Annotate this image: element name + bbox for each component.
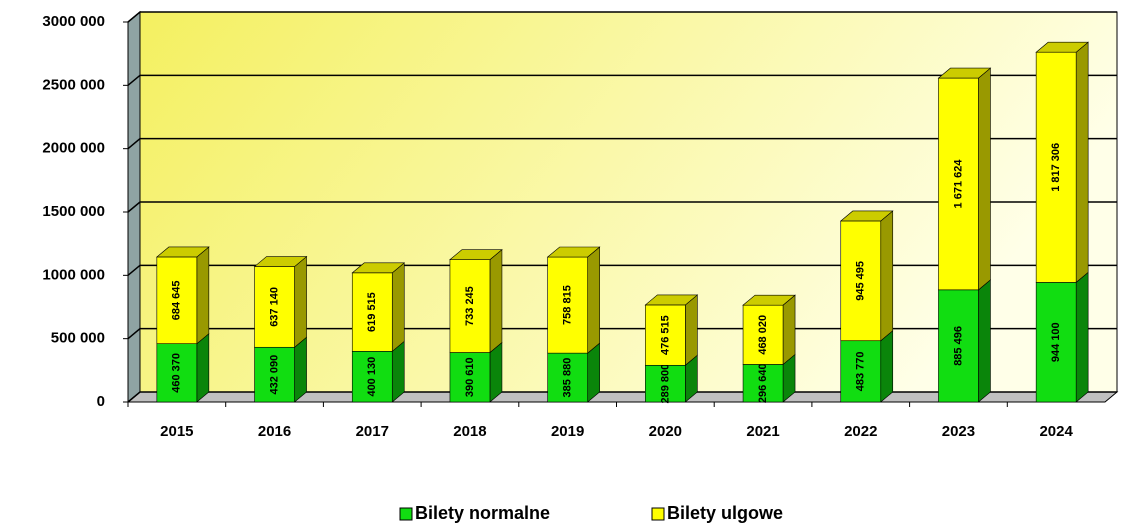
bar [156, 256, 198, 344]
bar [840, 220, 882, 342]
data-label: 296 640 [757, 363, 769, 403]
data-label: 385 880 [562, 358, 574, 398]
bar [1035, 51, 1077, 283]
y-tick-label: 0 [97, 393, 105, 410]
bar-top [449, 249, 503, 260]
y-tick-label: 1500 000 [42, 203, 105, 220]
bar [645, 304, 686, 366]
data-label: 400 130 [366, 357, 378, 397]
x-tick-label: 2022 [844, 423, 877, 440]
bar-side [196, 333, 210, 403]
x-tick-label: 2017 [356, 423, 389, 440]
bar-top [644, 294, 699, 306]
x-tick-label: 2023 [942, 423, 975, 440]
data-label: 476 515 [659, 315, 671, 355]
y-tick-label: 2000 000 [42, 140, 105, 157]
bar [938, 77, 979, 291]
bar-side [294, 336, 307, 403]
bar [254, 266, 295, 348]
bar-side [1075, 271, 1089, 403]
data-label: 483 770 [855, 351, 867, 391]
bar [351, 272, 393, 352]
data-label: 619 515 [366, 292, 378, 332]
data-label: 468 020 [757, 315, 769, 355]
bar [351, 351, 393, 403]
data-label: 684 645 [171, 280, 183, 320]
x-tick-label: 2020 [649, 423, 682, 440]
y-tick-label: 3000 000 [42, 13, 105, 30]
data-label: 637 140 [268, 287, 280, 327]
bar [449, 259, 491, 353]
bar [645, 364, 686, 403]
data-label: 289 800 [659, 364, 671, 404]
data-label: 390 610 [464, 357, 476, 397]
grid-line [127, 11, 1117, 23]
bar [156, 343, 198, 403]
bar-top [742, 294, 796, 306]
bar-side [489, 249, 503, 354]
grid-line [127, 74, 1117, 86]
data-label: 1 671 624 [952, 159, 964, 209]
bar-side [587, 246, 600, 354]
data-label: 432 090 [268, 355, 280, 395]
bar [254, 346, 295, 403]
data-label: 758 815 [562, 285, 574, 325]
bar-top [937, 67, 992, 79]
bar-side [489, 341, 503, 403]
data-label: 944 100 [1050, 322, 1062, 362]
grid-line [127, 201, 1117, 213]
data-label: 945 495 [855, 261, 867, 301]
y-tick-label: 2500 000 [42, 76, 105, 93]
bar [449, 352, 491, 403]
x-tick-label: 2015 [160, 423, 193, 440]
bar-top [351, 262, 406, 274]
bar [742, 304, 784, 365]
x-tick-label: 2024 [1039, 423, 1073, 440]
bar [938, 289, 979, 403]
bar-side [880, 330, 894, 403]
y-tick-label: 1000 000 [42, 266, 105, 283]
x-tick-label: 2021 [746, 423, 779, 440]
bar [547, 256, 588, 354]
bar [840, 340, 882, 403]
bar-side [1075, 41, 1089, 284]
bar-side [196, 246, 210, 345]
data-label: 885 496 [952, 326, 964, 366]
x-tick-label: 2018 [453, 423, 486, 440]
y-tick-label: 500 000 [51, 330, 105, 347]
bar [742, 364, 784, 403]
legend-label: Bilety ulgowe [667, 503, 783, 523]
legend-swatch [399, 507, 413, 521]
data-label: 1 817 306 [1050, 143, 1062, 192]
bar-side [685, 294, 698, 366]
bar-side [880, 210, 894, 342]
grid-line [127, 137, 1117, 150]
bar-top [253, 256, 308, 267]
data-label: 733 245 [464, 286, 476, 326]
bar-side [294, 255, 307, 348]
bar-top [156, 246, 210, 258]
bar-side [978, 67, 991, 291]
bar-top [1035, 41, 1089, 53]
x-tick-label: 2016 [258, 423, 291, 440]
legend-swatch [651, 507, 665, 521]
x-tick-label: 2019 [551, 423, 584, 440]
grid-line [127, 264, 1117, 276]
bar-top [839, 210, 894, 222]
legend-label: Bilety normalne [415, 503, 550, 523]
bar [547, 352, 588, 403]
bar-side [782, 294, 796, 366]
bar-side [391, 262, 405, 352]
bar-top [546, 246, 601, 258]
data-label: 460 370 [171, 353, 183, 393]
bar-side [978, 279, 991, 403]
bar-side [391, 340, 405, 403]
